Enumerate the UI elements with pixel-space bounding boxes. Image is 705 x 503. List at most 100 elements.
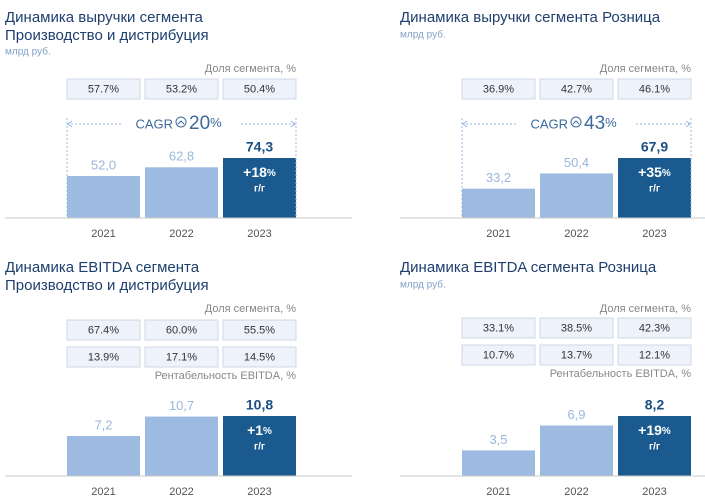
cagr-arrow	[67, 120, 73, 128]
share-box	[617, 78, 692, 100]
growth-value: +19	[638, 422, 662, 438]
share-value: 60.0%	[166, 324, 197, 336]
panel-title: Производство и дистрибуция	[5, 277, 209, 294]
share-value: 12.1%	[639, 349, 670, 361]
bar	[67, 176, 140, 218]
value-label: 8,2	[645, 397, 665, 413]
growth-value: +35	[638, 164, 662, 180]
share-box	[461, 317, 536, 339]
growth-value: +18	[243, 164, 267, 180]
growth-label: +1%	[247, 422, 272, 438]
margin-label: Рентабельность EBITDA, %	[550, 368, 692, 380]
cagr-label: CAGR	[530, 116, 568, 131]
cagr-icon	[175, 116, 187, 128]
value-label: 10,7	[169, 398, 194, 413]
share-value: 67.4%	[88, 324, 119, 336]
share-box	[539, 344, 614, 366]
share-value: 57.7%	[88, 83, 119, 95]
value-label: 7,2	[94, 417, 112, 432]
year-label: 2021	[486, 228, 510, 240]
value-label: 10,8	[246, 397, 273, 413]
panel-title: Динамика EBITDA сегмента Розница	[400, 259, 657, 276]
margin-label: Рентабельность EBITDA, %	[155, 370, 297, 382]
panel-title: Динамика EBITDA сегмента	[5, 259, 200, 276]
share-value: 36.9%	[483, 83, 514, 95]
growth-unit: %	[267, 168, 276, 179]
growth-period: г/г	[254, 184, 265, 195]
share-label: Доля сегмента, %	[205, 63, 296, 75]
year-label: 2023	[247, 486, 271, 498]
growth-unit: %	[662, 426, 671, 437]
year-label: 2023	[247, 228, 271, 240]
bar	[223, 158, 296, 218]
share-label: Доля сегмента, %	[600, 63, 691, 75]
share-box	[539, 317, 614, 339]
value-label: 62,8	[169, 149, 194, 164]
share-box	[617, 344, 692, 366]
share-box	[222, 319, 297, 341]
cagr-number: 43	[584, 113, 605, 134]
value-label: 74,3	[246, 139, 273, 155]
growth-label: +35%	[638, 164, 671, 180]
share-value: 55.5%	[244, 324, 275, 336]
share-box	[66, 346, 141, 368]
bar	[145, 416, 218, 476]
share-box	[144, 78, 219, 100]
bar	[67, 436, 140, 476]
growth-label: +19%	[638, 422, 671, 438]
share-box	[222, 346, 297, 368]
year-label: 2021	[486, 486, 510, 498]
share-value: 13.7%	[561, 349, 592, 361]
cagr-label: CAGR	[135, 116, 173, 131]
panel-subtitle: млрд руб.	[5, 46, 51, 58]
cagr-arrow	[290, 120, 296, 128]
bar	[540, 425, 613, 476]
share-value: 50.4%	[244, 83, 275, 95]
panel-title: Производство и дистрибуция	[5, 27, 209, 44]
bar	[462, 188, 535, 218]
cagr-icon	[572, 120, 580, 125]
bar	[145, 167, 218, 218]
share-value: 42.7%	[561, 83, 592, 95]
share-value: 53.2%	[166, 83, 197, 95]
cagr-value: 20%	[189, 113, 222, 134]
share-box	[144, 319, 219, 341]
value-label: 67,9	[641, 139, 668, 155]
share-box	[66, 319, 141, 341]
year-label: 2021	[91, 228, 115, 240]
share-box	[617, 317, 692, 339]
bar	[618, 158, 691, 218]
value-label: 52,0	[91, 157, 116, 172]
growth-label: +18%	[243, 164, 276, 180]
cagr-arrow	[685, 120, 691, 128]
share-box	[222, 78, 297, 100]
cagr-number: 20	[189, 113, 210, 134]
cagr-arrow	[462, 120, 468, 128]
value-label: 33,2	[486, 170, 511, 185]
share-value: 10.7%	[483, 349, 514, 361]
bar	[618, 416, 691, 476]
panel-subtitle: млрд руб.	[400, 29, 446, 41]
share-box	[461, 344, 536, 366]
growth-unit: %	[662, 168, 671, 179]
share-label: Доля сегмента, %	[205, 303, 296, 315]
value-label: 3,5	[489, 432, 507, 447]
share-box	[461, 78, 536, 100]
share-value: 46.1%	[639, 83, 670, 95]
year-label: 2021	[91, 486, 115, 498]
growth-period: г/г	[254, 442, 265, 453]
cagr-unit: %	[605, 115, 617, 130]
share-value: 33.1%	[483, 322, 514, 334]
panel-subtitle: млрд руб.	[400, 279, 446, 291]
year-label: 2022	[564, 486, 588, 498]
share-value: 17.1%	[166, 351, 197, 363]
share-box	[539, 78, 614, 100]
cagr-icon	[570, 116, 582, 128]
year-label: 2022	[169, 486, 193, 498]
year-label: 2023	[642, 228, 666, 240]
cagr-value: 43%	[584, 113, 617, 134]
year-label: 2023	[642, 486, 666, 498]
panel-title: Динамика выручки сегмента Розница	[400, 9, 661, 26]
growth-period: г/г	[649, 184, 660, 195]
